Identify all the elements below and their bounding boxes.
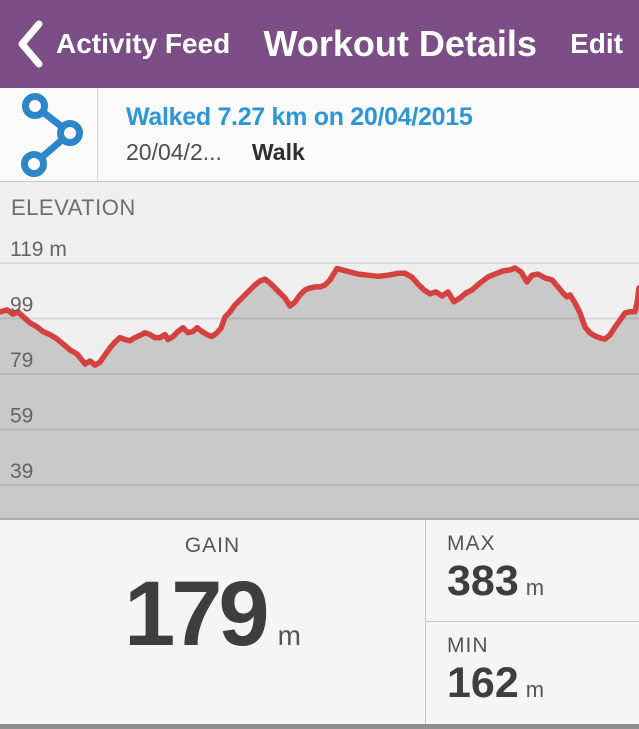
workout-summary-row[interactable]: Walked 7.27 km on 20/04/2015 20/04/2... … [0,88,639,182]
min-label: MIN [447,634,489,657]
back-button[interactable]: Activity Feed [16,19,230,69]
workout-summary-text: Walked 7.27 km on 20/04/2015 20/04/2... … [98,88,639,181]
elevation-chart-panel: ELEVATION 119 m 99 79 59 39 [0,182,639,520]
workout-icon-container [0,88,98,181]
max-min-section: MAX 383 m MIN 162 m [426,520,639,729]
route-icon [20,92,83,177]
gain-section: GAIN 179 m [0,520,426,729]
stats-panel: GAIN 179 m MAX 383 m MIN 162 m [0,520,639,729]
elevation-area-chart: 119 m 99 79 59 39 [0,238,639,518]
back-label: Activity Feed [56,28,231,59]
y-tick-label-79: 79 [10,349,33,372]
y-tick-label-99: 99 [10,294,33,317]
min-value: 162 [447,659,519,707]
back-chevron-icon [18,20,43,68]
edit-button[interactable]: Edit [570,28,623,59]
header: Activity Feed Workout Details Edit [0,0,639,88]
max-label: MAX [447,532,496,555]
page-title: Workout Details [263,23,537,64]
gain-value-row: 179 m [124,568,301,660]
workout-date: 20/04/2... [126,139,222,165]
gain-unit: m [277,620,301,651]
max-section: MAX 383 m [426,520,639,622]
y-tick-label-39: 39 [10,460,33,483]
chart-title: ELEVATION [11,195,136,220]
workout-title-link[interactable]: Walked 7.27 km on 20/04/2015 [126,103,473,131]
max-value: 383 [447,557,519,605]
min-unit: m [525,677,545,702]
y-tick-label-119: 119 m [10,238,67,261]
elevation-line [0,265,639,368]
max-unit: m [525,575,545,600]
workout-type: Walk [251,139,305,165]
elevation-area-fill [0,268,639,518]
y-tick-label-59: 59 [10,405,33,428]
max-value-row: 383 m [447,560,639,603]
gain-label: GAIN [184,534,241,557]
gain-value: 179 [124,563,269,665]
bottom-strip [0,724,639,729]
min-value-row: 162 m [447,662,639,705]
min-section: MIN 162 m [426,622,639,729]
workout-subtitle: 20/04/2... Walk [126,139,639,166]
